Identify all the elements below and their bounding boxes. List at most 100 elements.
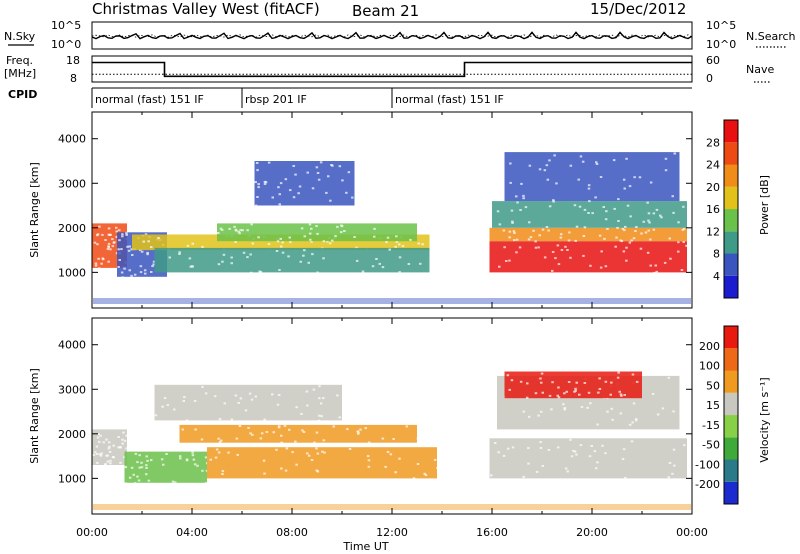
data-gap bbox=[321, 450, 324, 453]
data-gap bbox=[259, 437, 263, 440]
data-gap bbox=[498, 265, 501, 268]
data-gap bbox=[587, 184, 591, 187]
data-gap bbox=[99, 454, 103, 457]
data-gap bbox=[98, 440, 101, 443]
data-gap bbox=[539, 377, 542, 380]
data-gap bbox=[96, 436, 100, 439]
data-gap bbox=[633, 176, 636, 179]
data-gap bbox=[340, 224, 343, 227]
data-gap bbox=[622, 448, 626, 451]
data-gap bbox=[647, 219, 650, 222]
velocity-ylabel: Slant Range [km] bbox=[28, 368, 41, 464]
data-gap bbox=[102, 441, 105, 444]
colorbar-tick-label: 200 bbox=[699, 340, 720, 353]
data-gap bbox=[236, 453, 239, 456]
data-gap bbox=[604, 380, 608, 383]
x-tick-label: 04:00 bbox=[176, 526, 208, 539]
data-gap bbox=[616, 376, 620, 379]
data-gap bbox=[540, 381, 543, 384]
data-gap bbox=[515, 251, 518, 254]
data-gap bbox=[594, 196, 597, 199]
data-gap bbox=[193, 463, 197, 466]
data-gap bbox=[498, 223, 502, 226]
freq-left-tick-top: 18 bbox=[66, 54, 80, 67]
data-gap bbox=[317, 178, 321, 181]
data-gap bbox=[595, 467, 598, 470]
colorbar-swatch bbox=[724, 326, 738, 349]
data-gap bbox=[367, 465, 371, 468]
data-gap bbox=[366, 455, 370, 458]
data-gap bbox=[513, 239, 516, 242]
data-gap bbox=[157, 237, 160, 239]
data-gap bbox=[589, 402, 592, 405]
data-gap bbox=[108, 441, 111, 444]
data-gap bbox=[292, 196, 296, 199]
data-gap bbox=[338, 165, 342, 168]
data-gap bbox=[201, 385, 204, 388]
data-gap bbox=[144, 233, 148, 236]
data-gap bbox=[310, 240, 313, 243]
noise-search-trace bbox=[91, 34, 693, 38]
data-gap bbox=[596, 423, 599, 426]
data-gap bbox=[267, 243, 271, 246]
data-gap bbox=[537, 246, 540, 249]
data-gap bbox=[145, 473, 148, 476]
data-gap bbox=[107, 245, 110, 248]
data-gap bbox=[628, 185, 632, 188]
data-gap bbox=[638, 176, 642, 179]
y-tick-label: 3000 bbox=[58, 383, 86, 396]
velocity-colorbar-label: Velocity [m s⁻¹] bbox=[758, 377, 771, 462]
data-gap bbox=[221, 260, 224, 263]
data-gap bbox=[108, 450, 112, 453]
data-gap bbox=[295, 406, 298, 409]
data-gap bbox=[567, 381, 571, 383]
data-gap bbox=[277, 394, 281, 396]
data-gap bbox=[318, 397, 321, 400]
colorbar-tick-label: -100 bbox=[695, 458, 720, 471]
data-gap bbox=[590, 445, 593, 447]
data-gap bbox=[667, 376, 671, 379]
data-gap bbox=[671, 472, 674, 475]
data-gap bbox=[161, 405, 164, 408]
data-gap bbox=[292, 165, 295, 167]
data-gap bbox=[307, 261, 310, 264]
colorbar-tick-label: 100 bbox=[699, 360, 720, 373]
data-gap bbox=[246, 229, 249, 232]
data-gap bbox=[125, 233, 128, 236]
data-gap bbox=[603, 237, 606, 240]
data-gap bbox=[238, 425, 242, 427]
data-gap bbox=[515, 195, 518, 198]
data-gap bbox=[95, 445, 99, 448]
data-gap bbox=[280, 434, 283, 437]
data-gap bbox=[634, 418, 638, 421]
data-gap bbox=[124, 466, 128, 469]
data-gap bbox=[138, 454, 141, 457]
colorbar-tick-label: 12 bbox=[706, 225, 720, 238]
data-gap bbox=[664, 169, 668, 172]
data-gap bbox=[220, 228, 224, 231]
data-gap bbox=[150, 271, 153, 273]
data-gap bbox=[98, 453, 102, 456]
data-gap bbox=[217, 451, 221, 454]
data-gap bbox=[97, 257, 100, 260]
data-gap bbox=[319, 402, 323, 405]
data-gap bbox=[257, 186, 260, 189]
data-gap bbox=[578, 393, 581, 396]
data-gap bbox=[115, 230, 118, 233]
data-gap bbox=[325, 191, 328, 194]
data-gap bbox=[566, 249, 569, 251]
data-gap bbox=[279, 237, 282, 240]
data-gap bbox=[297, 192, 300, 195]
data-gap bbox=[303, 249, 306, 252]
data-gap bbox=[328, 242, 332, 245]
data-gap bbox=[587, 391, 591, 394]
data-gap bbox=[385, 241, 388, 244]
data-gap bbox=[289, 241, 292, 244]
power-colorbar: 4 8 12 16 20 24 28 bbox=[706, 119, 739, 299]
data-gap bbox=[305, 390, 309, 393]
data-gap bbox=[412, 477, 416, 480]
data-gap bbox=[554, 257, 557, 260]
data-gap bbox=[145, 464, 148, 467]
data-gap bbox=[588, 200, 591, 203]
data-gap bbox=[244, 409, 248, 412]
